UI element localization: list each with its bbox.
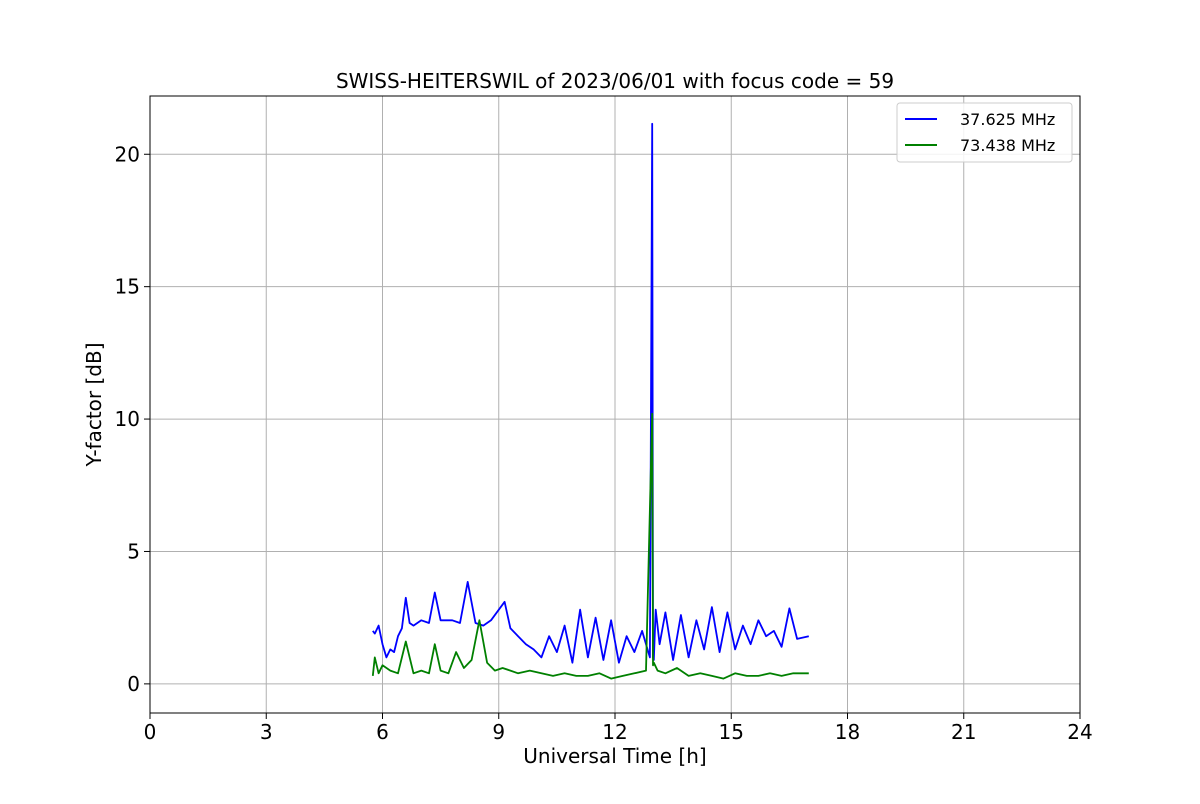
series-line-1 — [371, 412, 809, 680]
y-tick-label: 5 — [127, 539, 140, 563]
x-tick-label: 12 — [602, 720, 627, 744]
x-tick-label: 21 — [951, 720, 976, 744]
x-axis-label: Universal Time [h] — [523, 744, 706, 768]
legend-label-0: 37.625 MHz — [960, 110, 1055, 129]
x-tick-label: 0 — [144, 720, 157, 744]
chart-title: SWISS-HEITERSWIL of 2023/06/01 with focu… — [336, 69, 894, 93]
x-tick-label: 3 — [260, 720, 273, 744]
y-axis-label: Y-factor [dB] — [82, 342, 106, 467]
y-tick-label: 0 — [127, 672, 140, 696]
x-tick-label: 6 — [376, 720, 389, 744]
y-tick-label: 15 — [115, 275, 140, 299]
axis-ticks: 0 3 6 9 12 15 18 21 24 0 5 10 15 20 — [115, 142, 1093, 744]
x-tick-label: 9 — [492, 720, 505, 744]
x-tick-label: 18 — [835, 720, 860, 744]
series-lines — [371, 122, 810, 680]
x-tick-label: 15 — [719, 720, 744, 744]
grid-lines — [150, 96, 1080, 713]
y-tick-label: 10 — [115, 407, 140, 431]
x-tick-label: 24 — [1067, 720, 1092, 744]
series-line-0 — [372, 122, 810, 664]
legend-box — [896, 102, 1073, 163]
y-tick-label: 20 — [115, 142, 140, 166]
legend: 37.625 MHz 73.438 MHz — [896, 102, 1073, 163]
legend-label-1: 73.438 MHz — [960, 136, 1055, 155]
